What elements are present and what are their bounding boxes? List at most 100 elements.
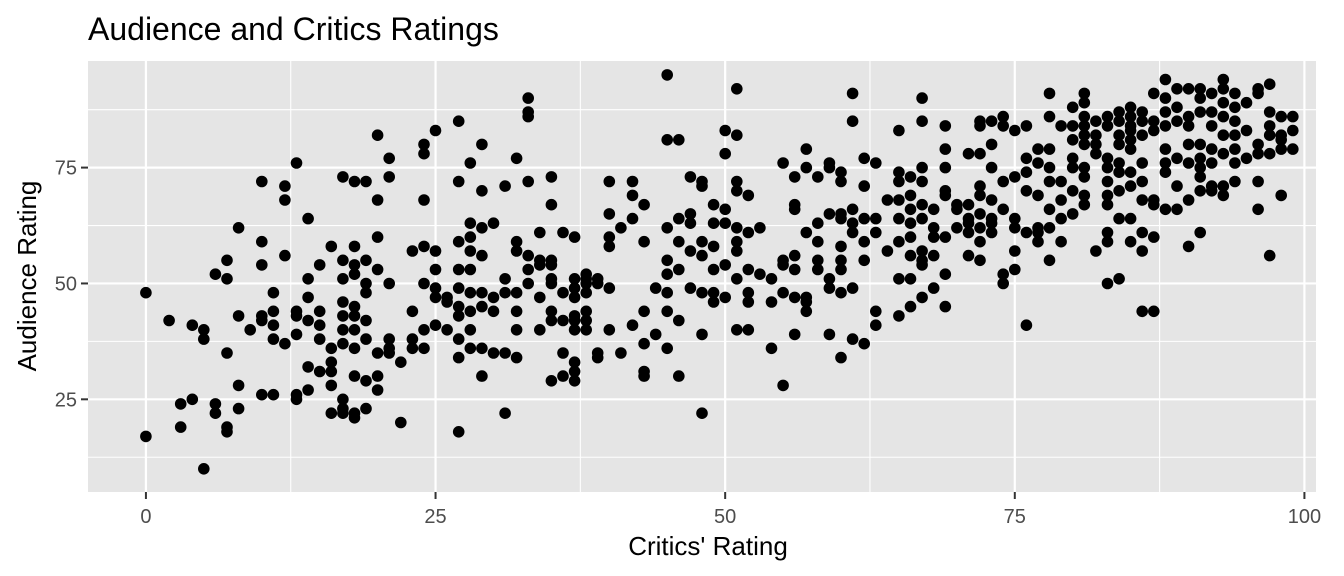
data-point <box>731 129 743 141</box>
data-point <box>313 305 326 318</box>
data-point <box>1240 96 1253 109</box>
x-tick-label: 50 <box>714 506 736 528</box>
data-point <box>661 268 673 281</box>
data-point <box>1043 143 1056 155</box>
data-point <box>1113 138 1125 151</box>
data-point <box>881 245 894 257</box>
data-point <box>1159 120 1172 132</box>
data-point <box>255 175 268 188</box>
data-point <box>545 314 558 327</box>
data-point <box>1090 115 1102 127</box>
data-point <box>348 342 361 355</box>
data-point <box>522 249 534 262</box>
data-point <box>939 143 952 155</box>
data-point <box>371 370 384 382</box>
data-point <box>198 324 210 336</box>
data-point <box>1101 120 1114 132</box>
data-point <box>846 226 859 239</box>
data-point <box>1171 101 1183 114</box>
data-point <box>1009 222 1021 234</box>
data-point <box>1240 152 1253 165</box>
data-point <box>371 194 384 206</box>
data-point <box>1113 166 1125 178</box>
data-point <box>534 324 546 336</box>
data-point <box>383 152 396 165</box>
data-point <box>360 286 372 299</box>
data-point <box>348 268 361 281</box>
data-point <box>568 273 581 285</box>
data-point <box>1182 138 1195 151</box>
data-point <box>904 273 917 285</box>
data-point <box>325 356 338 369</box>
data-point <box>1009 263 1021 276</box>
data-point <box>962 249 975 262</box>
data-point <box>591 351 604 364</box>
data-point <box>360 314 372 327</box>
data-point <box>267 319 280 332</box>
data-point <box>395 416 407 429</box>
data-point <box>684 171 697 183</box>
data-point <box>1252 138 1264 151</box>
data-point <box>661 254 673 267</box>
data-point <box>812 254 824 267</box>
data-point <box>962 226 975 239</box>
data-point <box>974 189 986 202</box>
data-point <box>198 333 210 345</box>
data-point <box>1078 96 1091 109</box>
data-point <box>673 212 685 225</box>
data-point <box>1287 143 1299 155</box>
data-point <box>1171 203 1183 216</box>
data-point <box>557 347 569 359</box>
y-tick-label: 75 <box>55 158 77 180</box>
data-point <box>649 328 662 341</box>
data-point <box>997 175 1009 188</box>
data-point <box>603 231 616 243</box>
data-point <box>1124 110 1137 123</box>
data-point <box>719 259 731 271</box>
data-point <box>371 129 384 141</box>
data-point <box>696 407 708 420</box>
data-point <box>684 245 697 257</box>
data-point <box>673 134 685 146</box>
data-point <box>313 333 326 345</box>
y-tick-label: 25 <box>55 389 77 411</box>
data-point <box>418 324 430 336</box>
data-point <box>499 286 511 299</box>
data-point <box>1205 120 1218 132</box>
data-point <box>661 342 673 355</box>
data-point <box>452 426 465 438</box>
data-point <box>499 273 511 285</box>
data-point <box>835 254 847 267</box>
data-point <box>487 305 500 318</box>
data-point <box>684 217 697 229</box>
data-point <box>974 180 986 192</box>
data-point <box>1066 152 1079 165</box>
data-point <box>985 115 998 127</box>
data-point <box>591 277 604 290</box>
data-point <box>1252 203 1264 216</box>
data-point <box>290 310 303 322</box>
data-point <box>510 245 523 257</box>
data-point <box>626 319 639 332</box>
data-point <box>1263 120 1276 132</box>
data-point <box>1159 157 1172 169</box>
data-point <box>673 263 685 276</box>
data-point <box>858 235 870 248</box>
data-point <box>1124 235 1137 248</box>
data-point <box>765 342 778 355</box>
data-point <box>1066 161 1079 174</box>
data-point <box>313 259 326 271</box>
data-point <box>429 291 442 304</box>
data-point <box>707 240 720 253</box>
data-point <box>1217 83 1230 95</box>
data-point <box>870 305 882 318</box>
data-point <box>823 273 836 285</box>
data-point <box>1263 106 1276 118</box>
data-point <box>510 235 523 248</box>
data-point <box>1136 129 1148 141</box>
data-point <box>1136 245 1148 257</box>
data-point <box>835 351 847 364</box>
data-point <box>267 305 280 318</box>
data-point <box>858 152 870 165</box>
data-point <box>951 222 963 234</box>
